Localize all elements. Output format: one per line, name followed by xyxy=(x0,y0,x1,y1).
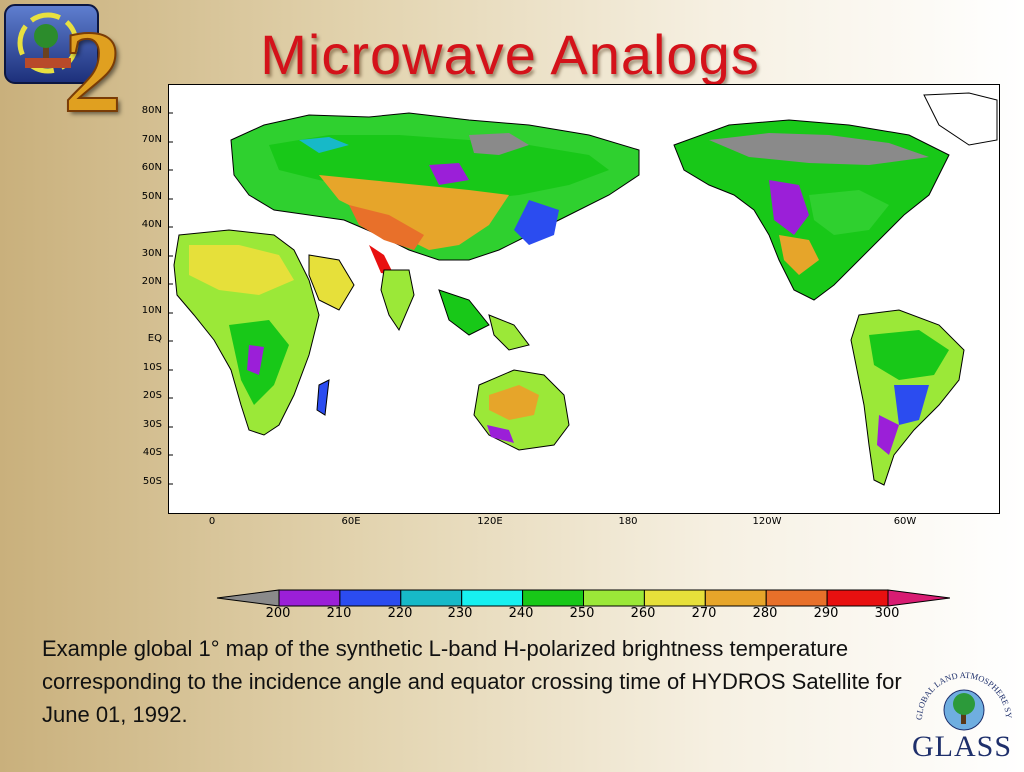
lon-label: 0 xyxy=(208,516,216,527)
lon-label: 180 xyxy=(618,516,638,527)
lat-label: EQ xyxy=(147,333,162,344)
lat-label: 40S xyxy=(142,447,162,458)
lat-label: 10N xyxy=(141,305,162,316)
colorbar xyxy=(216,589,950,607)
colorbar-tick-label: 240 xyxy=(508,606,534,621)
colorbar-tick-label: 290 xyxy=(813,606,839,621)
glass-logo: GLOBAL LAND ATMOSPHERE SYSTEM STUDY xyxy=(898,654,1022,768)
lat-label: 50N xyxy=(141,191,162,202)
lon-label: 60W xyxy=(893,516,917,527)
colorbar-segment xyxy=(765,589,828,607)
colorbar-segment xyxy=(522,589,585,607)
colorbar-segment xyxy=(461,589,524,607)
colorbar-tick-label: 300 xyxy=(874,606,900,621)
colorbar-segment xyxy=(643,589,706,607)
lon-label: 120E xyxy=(477,516,503,527)
slide-caption: Example global 1° map of the synthetic L… xyxy=(42,636,902,727)
colorbar-tick-label: 260 xyxy=(630,606,656,621)
colorbar-tick-label: 280 xyxy=(752,606,778,621)
lon-label: 60E xyxy=(341,516,361,527)
colorbar-over-triangle xyxy=(887,589,950,607)
colorbar-tick-label: 200 xyxy=(265,606,291,621)
landmass-north-america xyxy=(673,119,950,301)
map-graphic xyxy=(169,92,998,486)
glass-logo-text: GLASS xyxy=(911,730,1013,763)
colorbar-tick-label: 210 xyxy=(326,606,352,621)
colorbar-tick-label: 270 xyxy=(691,606,717,621)
colorbar-tick-label: 250 xyxy=(569,606,595,621)
colorbar-under-triangle xyxy=(216,589,280,607)
colorbar-tick-label: 220 xyxy=(387,606,413,621)
colorbar-tick-label: 230 xyxy=(447,606,473,621)
slide-title: Microwave Analogs xyxy=(260,23,760,86)
colorbar-segment xyxy=(826,589,889,607)
brightness-temperature-map xyxy=(168,84,1000,514)
lat-label: 60N xyxy=(141,162,162,173)
colorbar-segment xyxy=(400,589,463,607)
lat-label: 20S xyxy=(142,390,162,401)
logo-numeral: 2 xyxy=(62,6,123,137)
lon-label: 120W xyxy=(752,516,782,527)
colorbar-segment xyxy=(278,589,341,607)
lat-label: 50S xyxy=(142,476,162,487)
lat-label: 80N xyxy=(141,105,162,116)
lat-label: 30S xyxy=(142,419,162,430)
lat-label: 10S xyxy=(142,362,162,373)
colorbar-segment xyxy=(583,589,645,607)
lat-label: 20N xyxy=(141,276,162,287)
lat-label: 30N xyxy=(141,248,162,259)
lat-label: 40N xyxy=(141,219,162,230)
gewex-logo: 2 xyxy=(3,3,153,137)
colorbar-segment xyxy=(704,589,767,607)
lat-label: 70N xyxy=(141,134,162,145)
colorbar-segment xyxy=(339,589,402,607)
